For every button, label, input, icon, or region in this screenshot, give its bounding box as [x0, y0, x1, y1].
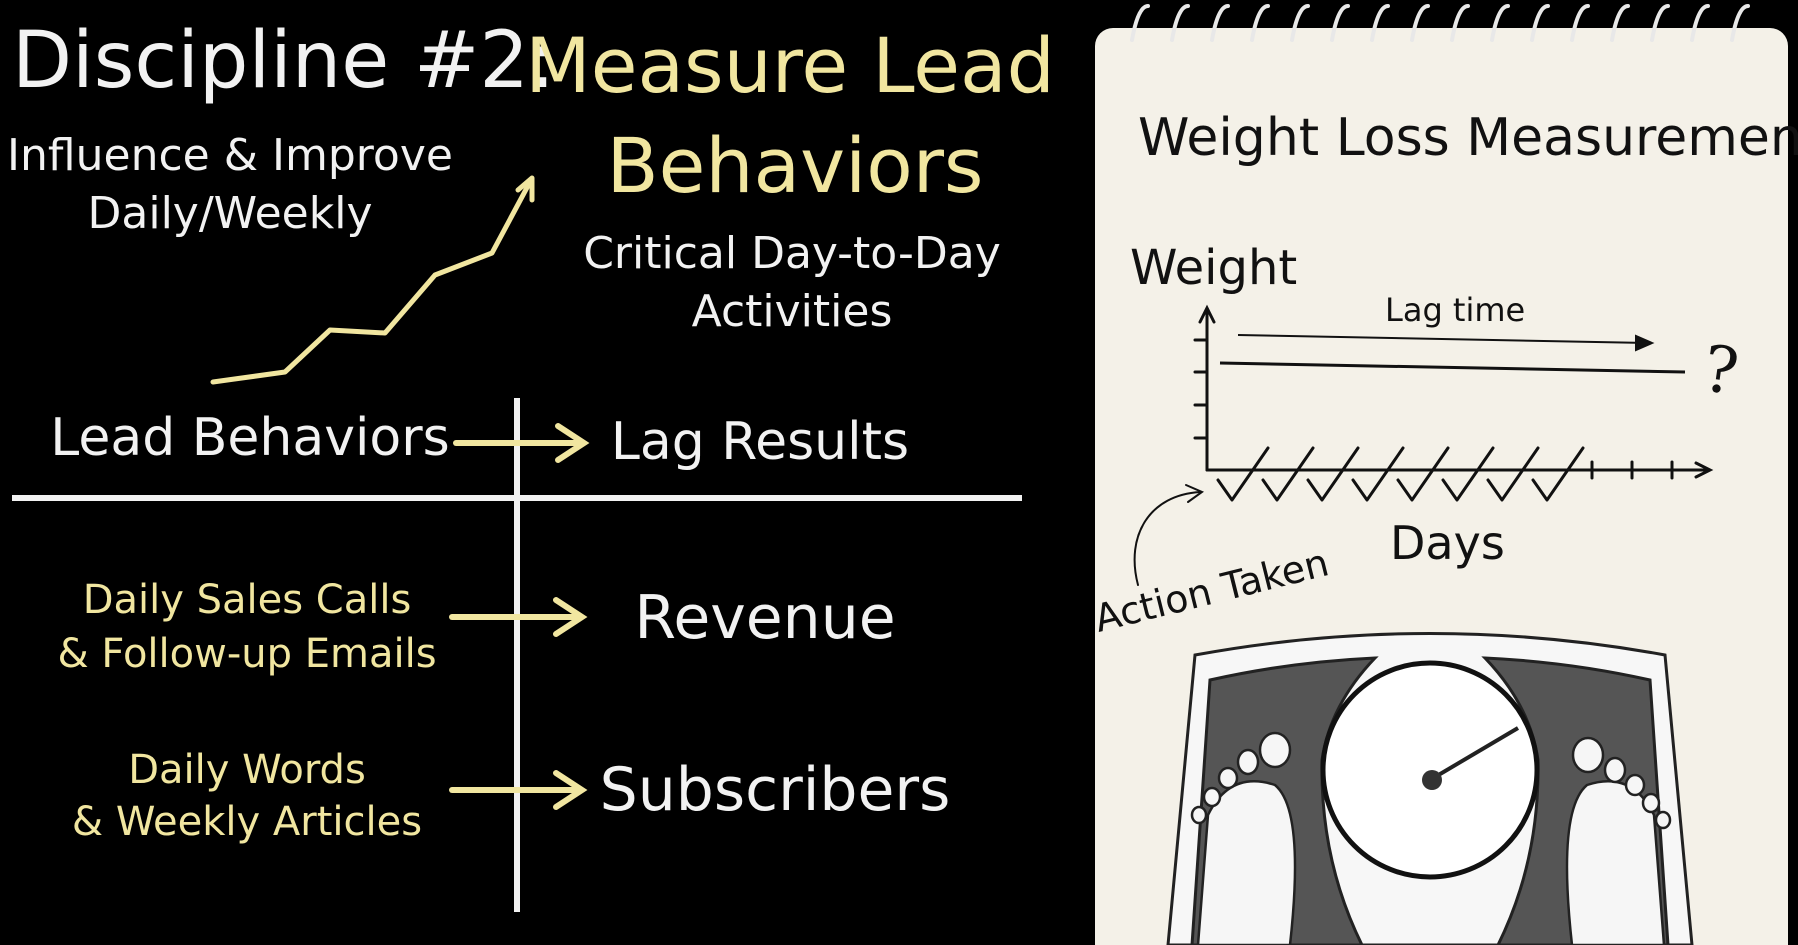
influence-line1: Influence & Improve [7, 130, 453, 181]
arrow-row1 [449, 597, 588, 637]
row1-lead-line2: & Follow-up Emails [57, 631, 437, 677]
arrow-header [453, 423, 590, 463]
bathroom-scale-icon [1166, 632, 1694, 945]
weight-chart-axes [1193, 304, 1714, 480]
row1-lead-line1: Daily Sales Calls [82, 577, 412, 623]
influence-line2: Daily/Weekly [87, 188, 373, 239]
notebook-title: Weight Loss Measurement: [1138, 108, 1798, 168]
action-check-marks [1216, 446, 1585, 502]
lag-time-label: Lag time [1385, 291, 1526, 329]
chart-y-label: Weight [1130, 240, 1298, 296]
action-taken-arrow [1133, 484, 1205, 586]
rising-trend-arrow-icon [210, 175, 535, 385]
spiral-binding-icon [1130, 4, 1750, 42]
question-mark: ? [1698, 332, 1742, 410]
critical-line2: Activities [691, 286, 893, 337]
lead-behaviors-header: Lead Behaviors [50, 408, 450, 468]
critical-line1: Critical Day-to-Day [583, 228, 1001, 279]
row1-lag-result: Revenue [634, 583, 896, 653]
lag-results-header: Lag Results [610, 412, 910, 472]
discipline-title-line1: Measure Lead [525, 21, 1055, 110]
discipline-title-line2: Behaviors [606, 121, 984, 210]
row2-lead-line1: Daily Words [128, 747, 366, 793]
row2-lead-line2: & Weekly Articles [71, 799, 423, 845]
discipline-label: Discipline #2: [12, 16, 556, 106]
weight-trend-line [1219, 361, 1686, 374]
chart-x-label: Days [1390, 516, 1505, 570]
row2-lag-result: Subscribers [599, 755, 951, 825]
arrow-row2 [449, 770, 588, 810]
lag-time-arrow [1237, 334, 1655, 352]
